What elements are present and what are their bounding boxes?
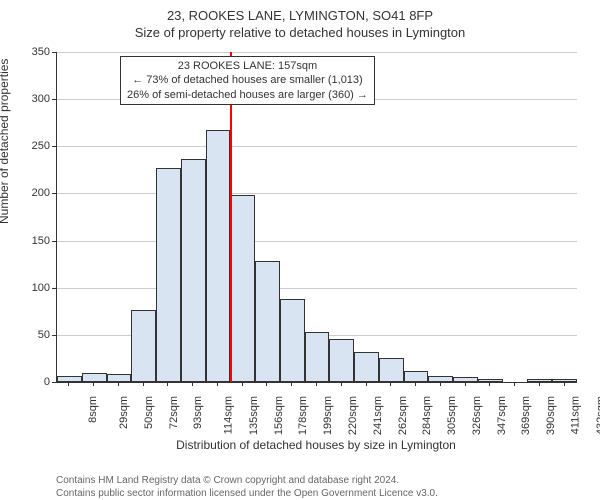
- y-tick-label: 50: [20, 329, 50, 341]
- bar: [354, 352, 379, 382]
- bar: [131, 310, 156, 382]
- x-tick: [93, 382, 94, 386]
- x-tick: [143, 382, 144, 386]
- bar: [527, 379, 552, 382]
- bar: [255, 261, 280, 382]
- x-tick-label: 29sqm: [118, 396, 130, 429]
- chart-title-sub: Size of property relative to detached ho…: [0, 23, 600, 40]
- x-tick: [465, 382, 466, 386]
- bar: [280, 299, 305, 382]
- x-tick-label: 390sqm: [545, 396, 557, 435]
- bar: [57, 376, 82, 382]
- bar: [156, 168, 181, 382]
- grid-line: [57, 193, 577, 194]
- x-tick: [341, 382, 342, 386]
- x-tick-label: 156sqm: [273, 396, 285, 435]
- x-tick: [192, 382, 193, 386]
- x-tick: [68, 382, 69, 386]
- x-tick: [564, 382, 565, 386]
- bar: [305, 332, 330, 382]
- bar: [428, 376, 453, 382]
- y-tick-label: 350: [20, 46, 50, 58]
- info-box-line1: 23 ROOKES LANE: 157sqm: [127, 59, 368, 73]
- x-tick: [118, 382, 119, 386]
- x-tick-label: 178sqm: [298, 396, 310, 435]
- info-box: 23 ROOKES LANE: 157sqm ← 73% of detached…: [120, 56, 375, 105]
- x-tick-label: 262sqm: [397, 396, 409, 435]
- x-tick: [489, 382, 490, 386]
- info-box-line3: 26% of semi-detached houses are larger (…: [127, 88, 368, 102]
- x-tick-label: 8sqm: [87, 396, 99, 423]
- info-box-line2: ← 73% of detached houses are smaller (1,…: [127, 73, 368, 87]
- x-tick: [217, 382, 218, 386]
- x-tick-label: 199sqm: [322, 396, 334, 435]
- bar: [404, 371, 429, 382]
- x-tick-label: 93sqm: [192, 396, 204, 429]
- x-axis-label: Distribution of detached houses by size …: [56, 438, 576, 452]
- x-tick-label: 305sqm: [446, 396, 458, 435]
- y-tick-label: 200: [20, 187, 50, 199]
- x-tick: [415, 382, 416, 386]
- y-tick-label: 250: [20, 140, 50, 152]
- grid-line: [57, 288, 577, 289]
- x-tick-label: 369sqm: [520, 396, 532, 435]
- grid-line: [57, 52, 577, 53]
- x-tick: [514, 382, 515, 386]
- x-tick-label: 411sqm: [569, 396, 581, 434]
- bar: [379, 358, 404, 383]
- x-tick-label: 72sqm: [168, 396, 180, 429]
- x-tick-label: 326sqm: [471, 396, 483, 435]
- x-tick-label: 432sqm: [595, 396, 600, 435]
- bar: [552, 379, 577, 382]
- x-tick: [266, 382, 267, 386]
- x-tick-label: 241sqm: [372, 396, 384, 435]
- y-tick-label: 300: [20, 93, 50, 105]
- bar: [230, 195, 255, 382]
- y-tick-label: 0: [20, 376, 50, 388]
- x-tick: [316, 382, 317, 386]
- x-tick: [539, 382, 540, 386]
- footer-line1: Contains HM Land Registry data © Crown c…: [56, 474, 438, 487]
- x-tick-label: 114sqm: [223, 396, 235, 434]
- x-tick: [242, 382, 243, 386]
- bar: [107, 374, 132, 382]
- x-tick: [440, 382, 441, 386]
- x-tick-label: 135sqm: [248, 396, 260, 435]
- bar: [82, 373, 107, 382]
- x-tick-label: 347sqm: [496, 396, 508, 435]
- x-tick-label: 284sqm: [421, 396, 433, 435]
- x-tick-label: 50sqm: [143, 396, 155, 429]
- y-tick-label: 100: [20, 282, 50, 294]
- y-tick-label: 150: [20, 235, 50, 247]
- x-tick: [291, 382, 292, 386]
- chart-container: 23, ROOKES LANE, LYMINGTON, SO41 8FP Siz…: [0, 0, 600, 500]
- x-tick: [366, 382, 367, 386]
- grid-line: [57, 241, 577, 242]
- bar: [206, 130, 231, 382]
- bar: [329, 339, 354, 382]
- x-tick: [167, 382, 168, 386]
- chart-title-main: 23, ROOKES LANE, LYMINGTON, SO41 8FP: [0, 0, 600, 23]
- x-tick: [390, 382, 391, 386]
- footer-line2: Contains public sector information licen…: [56, 487, 438, 500]
- bar: [453, 377, 478, 382]
- bar: [181, 159, 206, 382]
- x-tick-label: 220sqm: [347, 396, 359, 435]
- attribution-footer: Contains HM Land Registry data © Crown c…: [56, 474, 438, 500]
- grid-line: [57, 146, 577, 147]
